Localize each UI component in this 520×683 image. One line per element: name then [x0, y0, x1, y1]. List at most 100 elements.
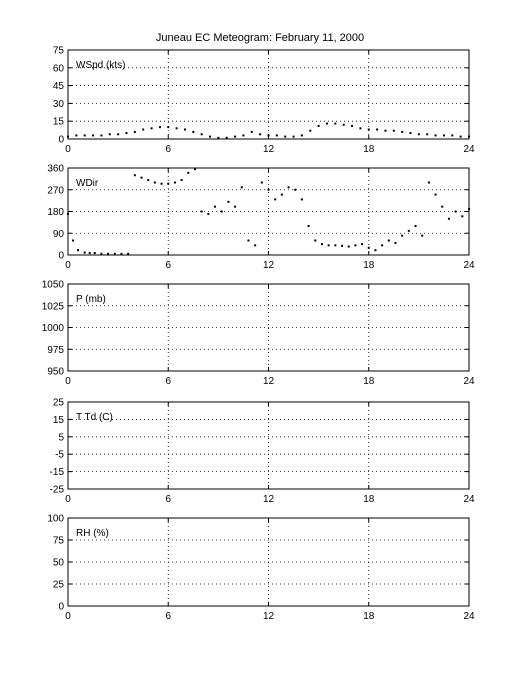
wspd-data-point — [183, 128, 186, 131]
wspd-data-point — [376, 128, 379, 131]
wdir-data-point — [341, 244, 344, 247]
wdir-data-point — [140, 176, 143, 179]
pressure-ytick-label: 950 — [47, 367, 64, 378]
wspd-xtick-label: 18 — [363, 144, 375, 155]
pressure-inset-label: P (mb) — [76, 294, 106, 305]
rh-xtick-label: 24 — [463, 611, 475, 622]
wdir-data-point — [274, 198, 277, 201]
wdir-xtick-label: 6 — [165, 260, 171, 271]
wdir-data-point — [394, 241, 397, 244]
wdir-data-point — [374, 249, 377, 252]
wspd-data-point — [150, 127, 153, 130]
wspd-inset-label: WSpd (kts) — [76, 60, 125, 71]
wdir-data-point — [207, 212, 210, 215]
wspd-data-point — [83, 134, 86, 137]
wdir-data-point — [468, 208, 470, 211]
wdir-data-point — [167, 182, 170, 185]
wspd-data-point — [300, 134, 303, 137]
wdir-data-point — [220, 210, 223, 213]
rh-ytick-label: 100 — [47, 514, 64, 525]
wspd-data-point — [217, 136, 220, 139]
wdir-data-point — [88, 252, 91, 255]
wdir-ytick-label: 0 — [58, 251, 64, 262]
wdir-data-point — [314, 239, 317, 242]
wdir-data-point — [434, 193, 437, 196]
rh-xtick-label: 6 — [165, 611, 171, 622]
wdir-data-point — [327, 244, 330, 247]
wspd-data-point — [108, 133, 111, 136]
wdir-data-point — [414, 225, 417, 227]
temp-ytick-label: 15 — [53, 415, 65, 426]
wdir-data-point — [407, 229, 410, 232]
wdir-data-point — [280, 193, 283, 196]
wdir-data-point — [421, 234, 424, 237]
wdir-data-point — [334, 244, 337, 247]
wspd-data-point — [459, 135, 462, 138]
temp-axes: -25 -15 -5 5 15 25 0 6 12 18 24 T Td (C) — [50, 398, 475, 506]
wdir-data-point — [93, 252, 96, 255]
wspd-data-point — [259, 133, 262, 136]
wdir-data-point — [77, 249, 80, 252]
wspd-data-point — [426, 133, 429, 136]
wspd-data-point — [142, 128, 145, 131]
temp-xtick-label: 6 — [165, 494, 171, 505]
wdir-data-point — [83, 251, 86, 254]
rh-xtick-label: 18 — [363, 611, 375, 622]
wspd-xtick-label: 6 — [165, 144, 171, 155]
wdir-xtick-label: 12 — [263, 260, 275, 271]
wdir-data-point — [287, 186, 290, 189]
wspd-data-point — [451, 134, 454, 137]
wdir-data-point — [100, 252, 103, 255]
wdir-data-point — [120, 252, 123, 255]
pressure-ytick-label: 1000 — [42, 323, 65, 334]
wspd-ytick-label: 45 — [53, 81, 65, 92]
wspd-data-point — [192, 130, 195, 133]
wdir-data-point — [454, 210, 457, 213]
wdir-xtick-label: 24 — [463, 260, 475, 271]
wdir-ytick-label: 180 — [47, 207, 64, 218]
wspd-xtick-label: 0 — [65, 144, 71, 155]
rh-xtick-label: 12 — [263, 611, 275, 622]
pressure-xtick-label: 12 — [263, 376, 275, 387]
wspd-data-point — [175, 127, 178, 130]
wdir-data-point — [461, 215, 464, 218]
wspd-data-point — [275, 134, 278, 137]
wspd-data-point — [167, 126, 170, 129]
wspd-data-point — [309, 129, 312, 132]
wspd-xtick-label: 12 — [263, 144, 275, 155]
figure-title: Juneau EC Meteogram: February 11, 2000 — [155, 32, 365, 44]
wdir-data-point — [153, 181, 156, 184]
wdir-data-point — [294, 188, 297, 191]
wdir-data-point — [300, 198, 303, 201]
wspd-data-point — [334, 122, 337, 125]
wspd-data-point — [367, 128, 370, 131]
rh-ytick-label: 0 — [58, 602, 64, 613]
wspd-data-point — [75, 134, 78, 137]
pressure-axes: 950 975 1000 1025 1050 0 6 12 18 24 P (mb) — [42, 280, 475, 388]
wdir-data-point — [240, 186, 243, 189]
wdir-data-point — [254, 244, 257, 247]
wdir-data-point — [72, 239, 75, 242]
wdir-data-point — [234, 205, 237, 208]
wdir-data-point — [367, 246, 370, 249]
wdir-data-point — [247, 239, 250, 242]
wdir-axes: 0 90 180 270 360 0 6 12 18 24 WDir — [47, 164, 475, 272]
wspd-data-point — [200, 133, 203, 136]
temp-ytick-label: -25 — [50, 485, 65, 496]
wspd-ytick-label: 60 — [53, 63, 65, 74]
wspd-ytick-label: 0 — [58, 135, 64, 146]
wspd-ytick-label: 75 — [53, 46, 65, 57]
wspd-data-point — [409, 132, 412, 135]
temp-ytick-label: -5 — [55, 450, 64, 461]
temp-xtick-label: 12 — [263, 494, 275, 505]
wspd-data-point — [359, 127, 362, 130]
wdir-data-point — [347, 245, 350, 248]
pressure-ytick-label: 1050 — [42, 280, 65, 291]
rh-inset-label: RH (%) — [76, 528, 109, 539]
temp-xtick-label: 18 — [363, 494, 375, 505]
pressure-xtick-label: 18 — [363, 376, 375, 387]
wdir-data-point — [133, 174, 136, 177]
wdir-data-point — [193, 168, 196, 171]
wspd-data-point — [384, 129, 387, 132]
